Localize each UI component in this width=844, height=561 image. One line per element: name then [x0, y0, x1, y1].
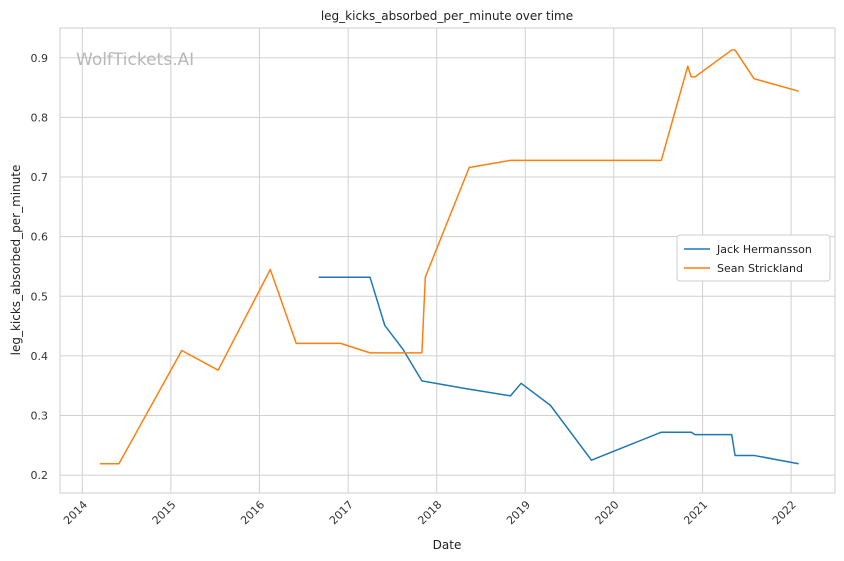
series-layer [100, 49, 799, 465]
series-points-sean-strickland [100, 50, 799, 464]
y-tick-label: 0.6 [31, 231, 49, 244]
legend-label-jack-hermansson: Jack Hermansson [716, 243, 812, 256]
legend-label-sean-strickland: Sean Strickland [717, 262, 803, 275]
y-axis-ticks: 0.2 0.3 0.4 0.5 0.6 0.7 0.8 0.9 [31, 52, 49, 482]
y-tick-label: 0.3 [31, 410, 49, 423]
series-line-sean-strickland [100, 49, 799, 465]
y-tick-label: 0.4 [31, 350, 49, 363]
legend: Jack Hermansson Sean Strickland [676, 234, 831, 282]
x-axis-label: Date [433, 538, 462, 552]
legend-box [676, 234, 831, 282]
y-tick-label: 0.2 [31, 469, 49, 482]
y-tick-label: 0.7 [31, 171, 49, 184]
watermark: WolfTickets.AI [76, 50, 194, 70]
y-axis-label: leg_kicks_absorbed_per_minute [9, 165, 23, 356]
y-tick-label: 0.5 [31, 290, 49, 303]
y-tick-label: 0.8 [31, 111, 49, 124]
plot-area-frame [59, 27, 836, 494]
y-tick-label: 0.9 [31, 52, 49, 65]
chart-title: leg_kicks_absorbed_per_minute over time [321, 9, 573, 23]
series-points-jack-hermansson [318, 277, 799, 464]
